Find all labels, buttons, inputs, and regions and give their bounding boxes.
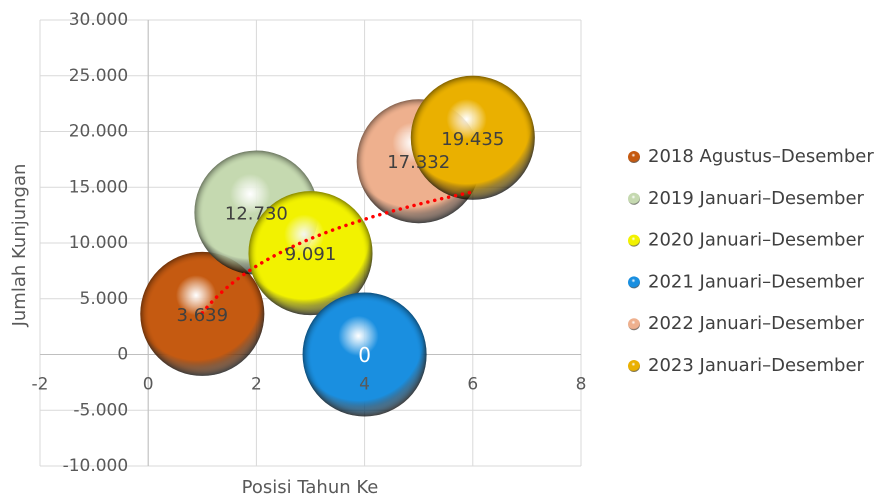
- x-tick-label: 6: [467, 375, 478, 395]
- legend-marker: [628, 192, 640, 205]
- x-tick-label: -2: [32, 375, 49, 395]
- y-tick-label: 0: [117, 345, 128, 365]
- data-label: 17.332: [387, 152, 450, 173]
- legend-label: 2018 Agustus–Desember: [648, 146, 874, 167]
- y-tick-label: 5.000: [80, 289, 129, 309]
- legend-label: 2023 Januari–Desember: [648, 355, 865, 376]
- y-tick-label: 20.000: [69, 122, 128, 142]
- legend-label: 2019 Januari–Desember: [648, 188, 865, 209]
- legend-marker: [628, 151, 640, 163]
- data-label: 9.091: [285, 244, 337, 265]
- trendline: [200, 190, 475, 315]
- y-axis-label: Jumlah Kunjungan: [9, 164, 30, 328]
- data-label: 19.435: [441, 129, 504, 150]
- y-tick-label: -10.000: [63, 456, 129, 476]
- legend-marker: [628, 360, 640, 372]
- y-tick-label: 30.000: [69, 10, 128, 30]
- x-tick-label: 8: [576, 375, 587, 395]
- data-label: 12.730: [225, 204, 288, 225]
- legend-marker: [628, 318, 640, 331]
- legend-label: 2021 Januari–Desember: [648, 271, 865, 292]
- bubble-shade: [410, 75, 535, 200]
- legend-marker: [628, 234, 640, 247]
- x-axis-label: Posisi Tahun Ke: [242, 477, 379, 498]
- y-tick-label: -5.000: [73, 400, 128, 420]
- x-tick-label: 2: [251, 375, 262, 395]
- bubble-shade: [248, 191, 373, 316]
- y-tick-label: 25.000: [69, 66, 128, 86]
- bubble-shade: [302, 292, 427, 417]
- legend-marker: [628, 276, 640, 289]
- y-tick-label: 15.000: [69, 177, 128, 197]
- x-tick-label: 4: [359, 375, 370, 395]
- legend-label: 2020 Januari–Desember: [648, 230, 865, 251]
- legend-label: 2022 Januari–Desember: [648, 313, 865, 334]
- data-label: 0: [358, 343, 371, 367]
- data-label: 3.639: [177, 305, 229, 326]
- y-tick-label: 10.000: [69, 233, 128, 253]
- x-tick-label: 0: [143, 375, 154, 395]
